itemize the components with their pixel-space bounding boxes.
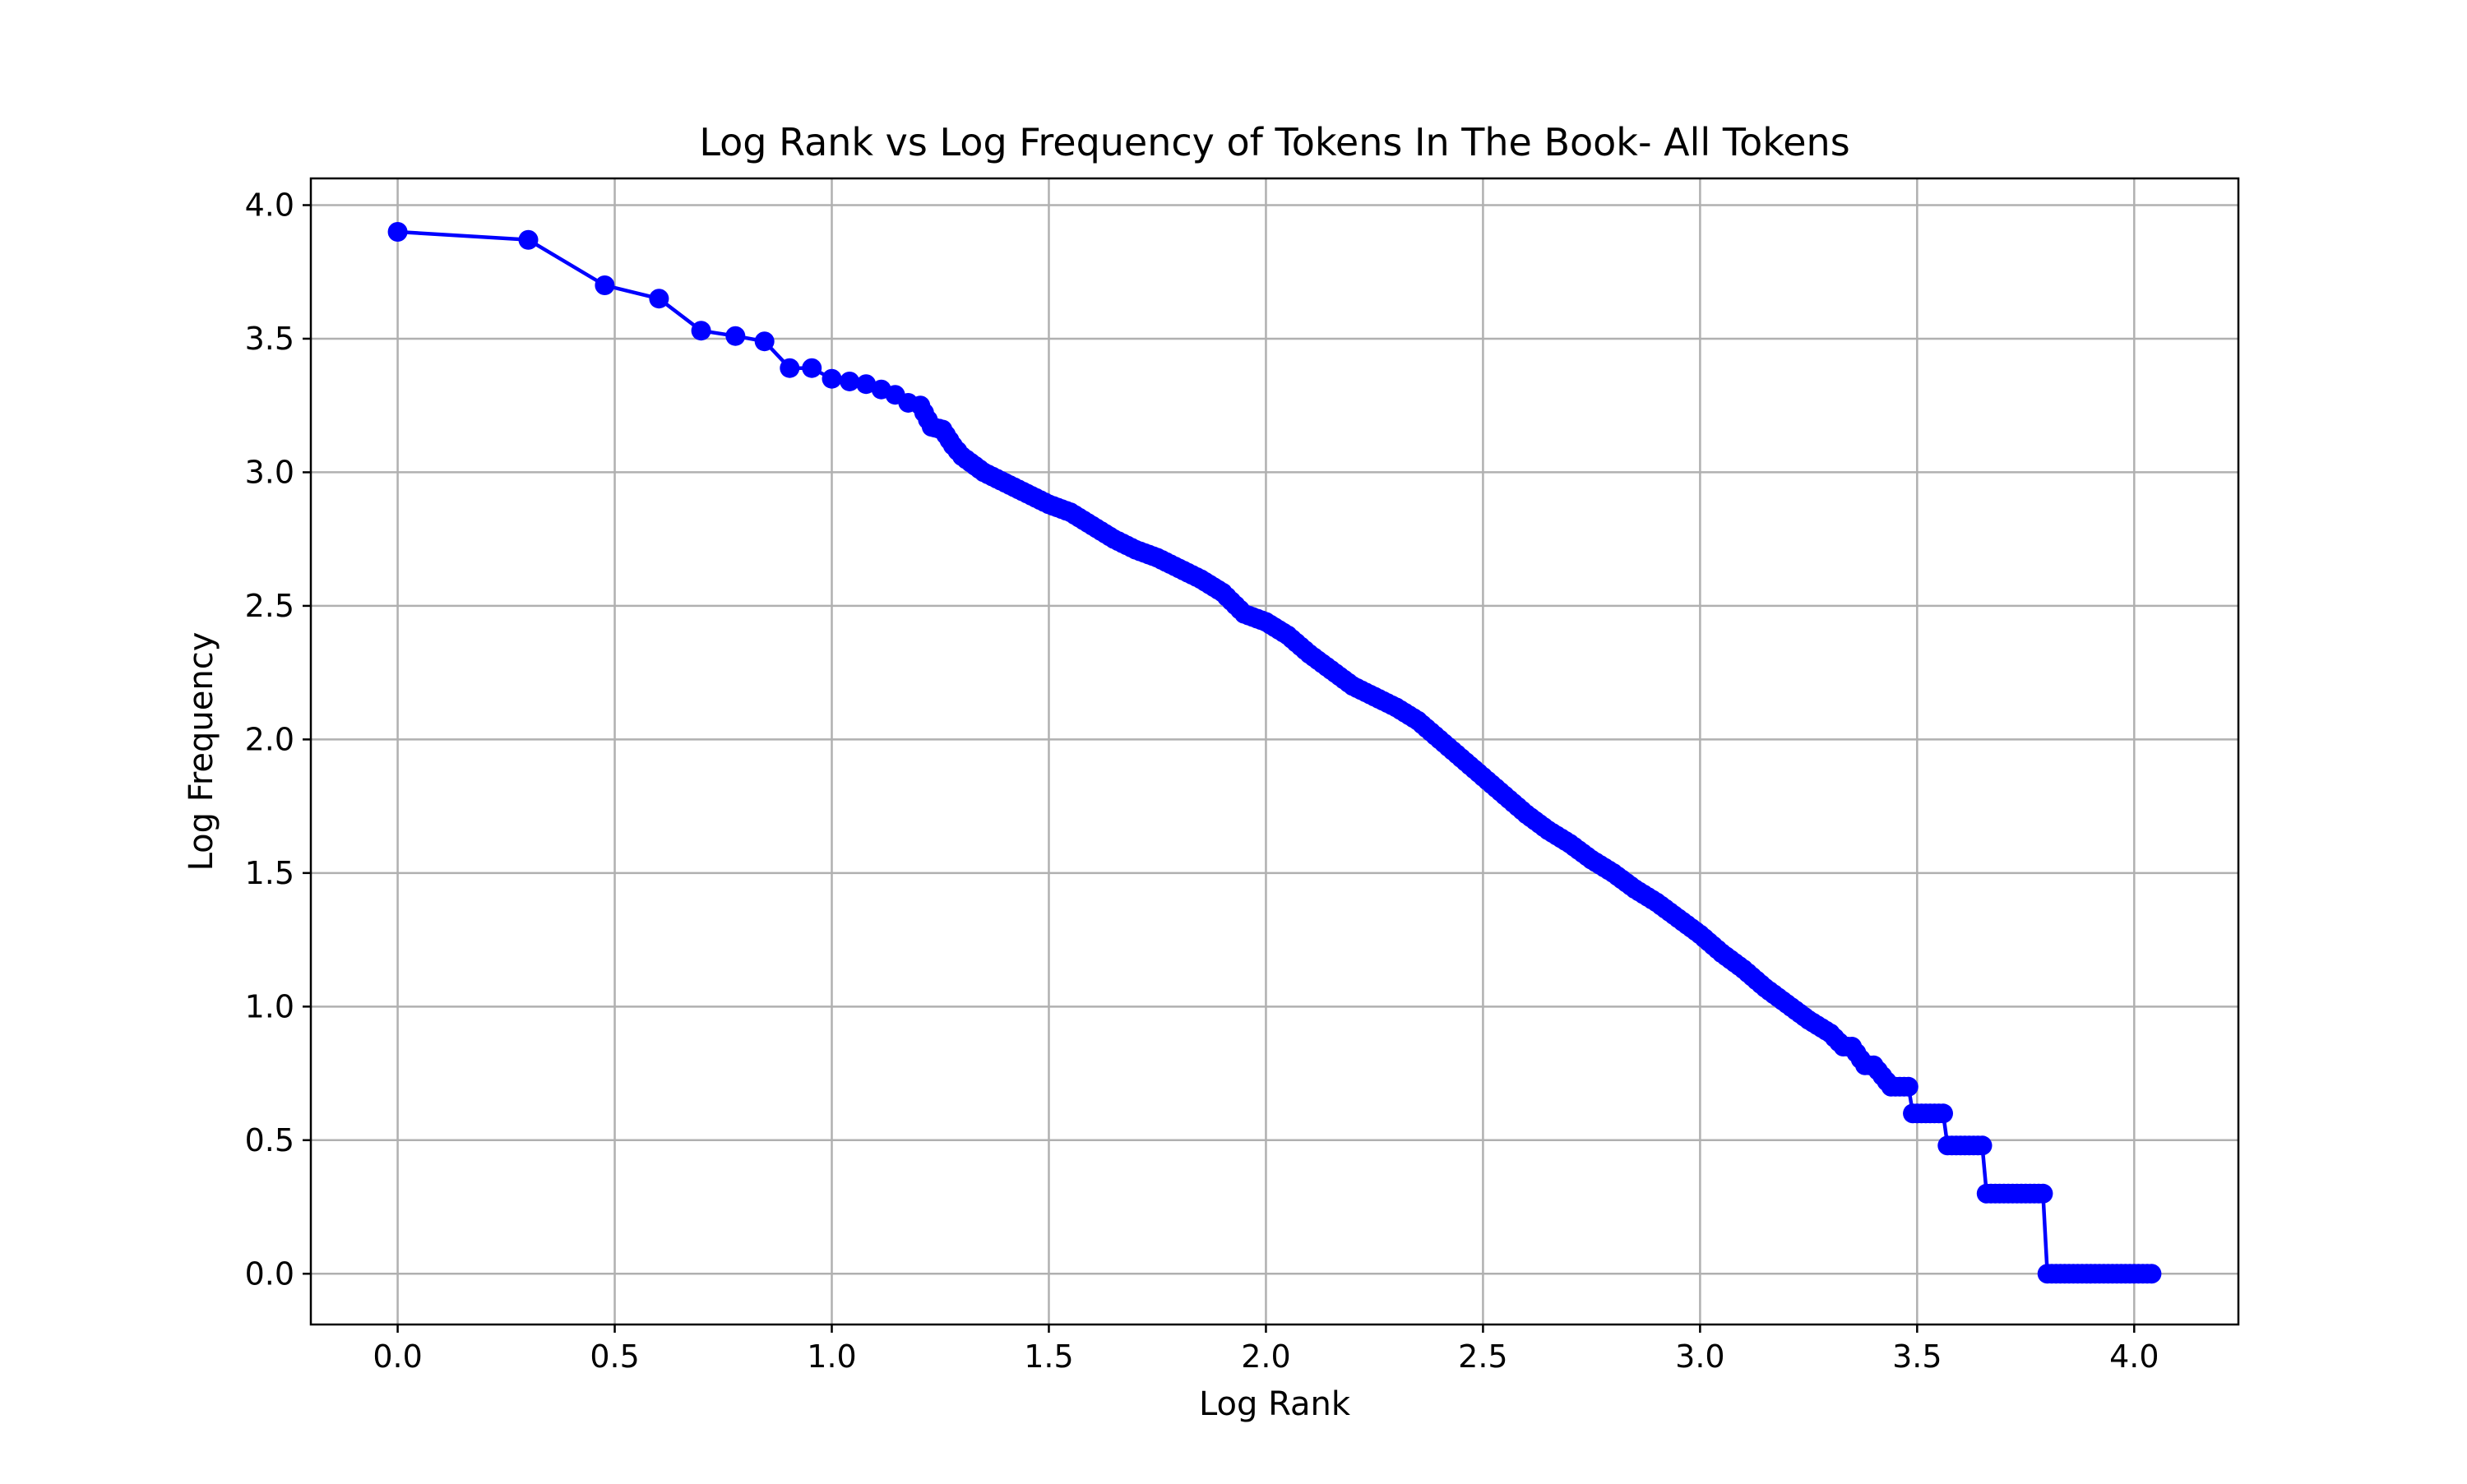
y-axis-label: Log Frequency	[183, 632, 220, 871]
data-point	[518, 229, 539, 250]
data-point	[840, 371, 860, 391]
data-point	[2141, 1264, 2162, 1284]
data-point	[856, 374, 877, 395]
y-tick-label: 4.0	[245, 187, 294, 223]
chart-title: Log Rank vs Log Frequency of Tokens In T…	[699, 120, 1849, 164]
x-tick-label: 4.0	[2109, 1338, 2159, 1375]
data-point	[649, 289, 669, 309]
y-tick-label: 2.5	[245, 588, 294, 624]
x-tick-label: 3.0	[1675, 1338, 1724, 1375]
y-tick-label: 0.5	[245, 1122, 294, 1158]
x-tick-label: 1.5	[1024, 1338, 1073, 1375]
x-tick-label: 1.0	[807, 1338, 856, 1375]
data-point	[822, 368, 842, 389]
y-tick-label: 0.0	[245, 1255, 294, 1292]
y-tick-label: 3.5	[245, 321, 294, 357]
data-point	[1933, 1103, 1954, 1124]
y-tick-label: 1.0	[245, 988, 294, 1024]
plot-frame	[309, 177, 2240, 1326]
x-tick-label: 3.5	[1892, 1338, 1942, 1375]
data-point	[595, 275, 615, 295]
data-point	[725, 326, 746, 346]
data-point	[2033, 1183, 2053, 1204]
data-point	[691, 321, 711, 341]
data-point	[780, 358, 800, 378]
axis-ticks: 0.0 0.5 1.0 1.5 2.0 2.5 3.0 3.5 4.0 0.0 0.5 1.0 1.5 2…	[245, 187, 2159, 1375]
data-point	[1972, 1135, 1993, 1156]
y-tick-label: 2.0	[245, 721, 294, 757]
data-point	[754, 331, 775, 352]
data-point	[802, 358, 822, 378]
data-point	[387, 221, 408, 242]
y-tick-label: 1.5	[245, 855, 294, 891]
data-point	[1898, 1076, 1919, 1097]
y-tick-label: 3.0	[245, 454, 294, 490]
series-layer	[387, 221, 2162, 1284]
x-tick-label: 2.0	[1241, 1338, 1290, 1375]
x-axis-label: Log Rank	[1199, 1385, 1351, 1423]
x-tick-label: 2.5	[1458, 1338, 1507, 1375]
x-tick-label: 0.0	[373, 1338, 422, 1375]
x-tick-label: 0.5	[590, 1338, 639, 1375]
